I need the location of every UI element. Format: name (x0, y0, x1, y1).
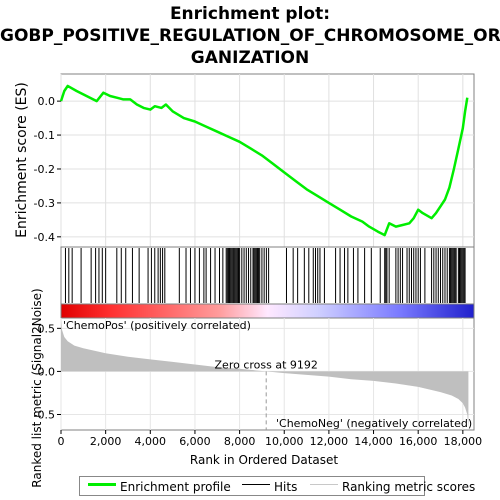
metric-x-axis-label: Rank in Ordered Dataset (190, 453, 338, 467)
metric-y-tick-label: -0.5 (34, 408, 55, 421)
legend-swatch-enrichment (88, 483, 116, 486)
legend-label-hits: Hits (274, 480, 298, 494)
metric-x-tick-label: 16,000 (399, 435, 438, 448)
es-y-tick-label: -0.3 (34, 197, 55, 210)
hits-panel-frame (60, 246, 475, 305)
es-y-tick-label: -0.2 (34, 163, 55, 176)
legend-label-enrichment: Enrichment profile (120, 480, 231, 494)
metric-x-tick-label: 18,000 (444, 435, 483, 448)
es-panel: 0.0 -0.1 -0.2 -0.3 -0.4 Enrichment score (ES… (14, 73, 475, 248)
legend-swatch-metric (310, 484, 338, 485)
es-y-tick-label: 0.0 (38, 95, 56, 108)
metric-y-axis-label: Ranked list metric (Signal2Noise) (30, 288, 44, 487)
es-y-axis-label: Enrichment score (ES) (14, 82, 30, 238)
title-line-1: Enrichment plot: (169, 4, 331, 24)
metric-y-ticks: 0.5 0.0 -0.5 (34, 322, 61, 421)
neg-correlated-label: 'ChemoNeg' (negatively correlated) (276, 417, 472, 430)
title-line-2: GOBP_POSITIVE_REGULATION_OF_CHROMOSOME_O… (0, 26, 500, 46)
rank-colorbar-panel (60, 303, 475, 319)
ranking-metric-area (61, 319, 469, 428)
metric-x-tick-label: 12,000 (310, 435, 349, 448)
metric-y-tick-label: 0.5 (38, 322, 56, 335)
es-y-tick-label: -0.4 (34, 231, 55, 244)
hits-panel (60, 246, 475, 305)
metric-x-tick-label: 8,000 (224, 435, 256, 448)
legend-swatch-hits (242, 484, 270, 485)
zero-cross-label: Zero cross at 9192 (215, 358, 318, 371)
metric-x-tick-label: 4,000 (135, 435, 167, 448)
metric-y-tick-label: 0.0 (38, 365, 56, 378)
metric-x-tick-label: 6,000 (179, 435, 211, 448)
chart-title: Enrichment plot: GOBP_POSITIVE_REGULATIO… (0, 3, 500, 69)
metric-panel: Zero cross at 9192 'ChemoPos' (positivel… (30, 288, 482, 487)
es-y-tick-label: -0.1 (34, 129, 55, 142)
rank-colorbar (60, 303, 475, 319)
es-grid (60, 74, 474, 247)
pos-correlated-label: 'ChemoPos' (positively correlated) (63, 319, 251, 332)
legend: Enrichment profile Hits Ranking metric s… (79, 476, 475, 496)
enrichment-profile-line (59, 84, 469, 237)
metric-x-tick-label: 0 (58, 435, 65, 448)
metric-x-ticks: 0 2,000 4,000 6,000 8,000 10,000 12,000 14,000 1… (58, 430, 483, 448)
metric-x-tick-label: 10,000 (265, 435, 304, 448)
es-y-ticks: 0.0 -0.1 -0.2 -0.3 -0.4 (34, 95, 61, 244)
legend-label-metric: Ranking metric scores (342, 480, 476, 494)
title-line-3: GANIZATION (190, 48, 310, 68)
hits-lines (64, 248, 466, 303)
metric-x-tick-label: 2,000 (90, 435, 122, 448)
metric-x-tick-label: 14,000 (354, 435, 393, 448)
